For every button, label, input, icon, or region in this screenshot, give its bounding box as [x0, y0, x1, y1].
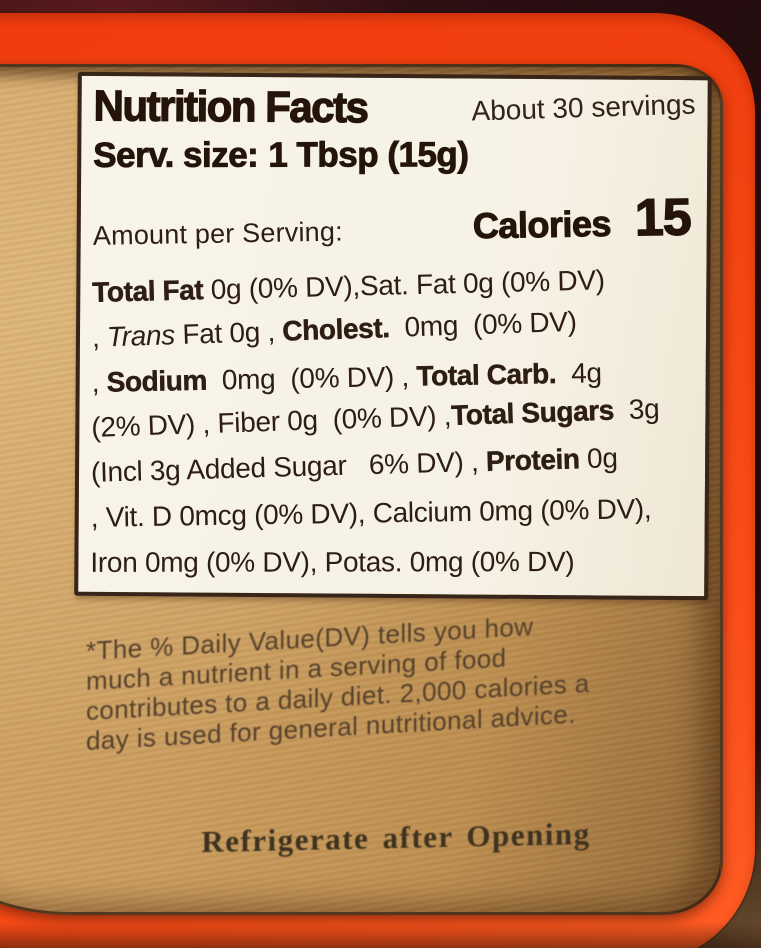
amount-per-serving-label: Amount per Serving: — [92, 216, 344, 251]
calories-label: Calories — [472, 202, 612, 247]
nutrition-facts-panel: Nutrition Facts About 30 servings Serv. … — [74, 71, 712, 601]
serving-size-value: 1 Tbsp (15g) — [268, 135, 469, 175]
servings-count: About 30 servings — [470, 88, 696, 127]
nutrient-line: , Vit. D 0mcg (0% DV), Calcium 0mg (0% D… — [90, 493, 652, 533]
calories-value: 15 — [634, 188, 692, 248]
nutrition-facts-title: Nutrition Facts — [93, 81, 368, 133]
calories-row: Amount per Serving: Calories 15 — [92, 187, 695, 257]
nutrient-lines: Total Fat 0g (0% DV),Sat. Fat 0g (0% DV)… — [90, 264, 694, 589]
nutrient-line: Iron 0mg (0% DV), Potas. 0mg (0% DV) — [90, 546, 575, 578]
serving-size-row: Serv. size: 1 Tbsp (15g) — [93, 135, 695, 176]
serving-size-label: Serv. size: — [93, 135, 259, 175]
nutrition-facts-header: Nutrition Facts About 30 servings — [93, 81, 696, 133]
